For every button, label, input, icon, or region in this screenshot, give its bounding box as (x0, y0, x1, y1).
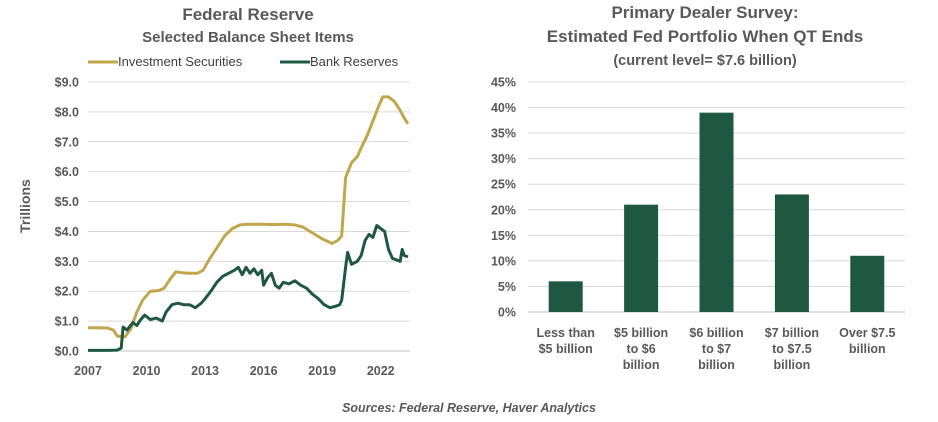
left-y-tick-label: $7.0 (55, 135, 79, 149)
left-chart-x-ticks: 2007 2010 2013 2016 2019 2022 (74, 364, 395, 378)
left-y-tick-label: $5.0 (55, 195, 79, 209)
right-x-tick-label: $5 billion to $6 billion (614, 326, 668, 372)
left-x-tick-label: 2013 (191, 364, 219, 378)
right-bar-chart: Primary Dealer Survey: Estimated Fed Por… (491, 3, 905, 372)
right-chart-title: Primary Dealer Survey: (611, 3, 798, 22)
left-x-tick-label: 2019 (308, 364, 336, 378)
left-chart-title: Federal Reserve (182, 5, 313, 24)
right-y-tick-label: 35% (491, 127, 516, 141)
right-chart-note: (current level= $7.6 billion) (613, 53, 796, 69)
right-y-tick-label: 25% (491, 178, 516, 192)
bar-5 (850, 255, 885, 312)
right-x-tick-label: $7 billion to $7.5 billion (765, 326, 819, 372)
source-note: Sources: Federal Reserve, Haver Analytic… (342, 401, 596, 415)
left-chart-gridlines (88, 81, 410, 352)
series-line-bank-reserves (88, 224, 409, 352)
left-y-tick-label: $8.0 (55, 105, 79, 119)
left-y-tick-label: $2.0 (55, 285, 79, 299)
left-y-tick-label: $9.0 (55, 76, 79, 90)
legend-label-investment-securities: Investment Securities (118, 54, 243, 69)
right-x-tick-label: Less than $5 billion (537, 326, 595, 356)
right-chart-x-ticks: Less than $5 billion $5 billion to $6 billio… (537, 326, 896, 372)
right-chart-y-ticks: 0% 5% 10% 15% 20% 25% 30% 35% 40% 45% (491, 76, 516, 320)
left-x-tick-label: 2022 (367, 364, 395, 378)
left-chart-y-axis-label: Trillions (17, 179, 33, 233)
left-chart-subtitle: Selected Balance Sheet Items (142, 29, 354, 46)
right-y-tick-label: 30% (491, 152, 516, 166)
right-chart-subtitle: Estimated Fed Portfolio When QT Ends (547, 27, 863, 46)
right-y-tick-label: 45% (491, 76, 516, 90)
bar-4 (774, 194, 809, 312)
left-line-chart: Federal Reserve Selected Balance Sheet I… (17, 5, 410, 378)
left-chart-series (88, 95, 410, 352)
right-y-tick-label: 0% (498, 306, 516, 320)
bar-2 (624, 204, 659, 312)
left-x-tick-label: 2010 (133, 364, 161, 378)
left-y-tick-label: $1.0 (55, 315, 79, 329)
right-x-tick-label: Over $7.5 billion (839, 326, 895, 356)
bar-3 (699, 112, 734, 313)
right-y-tick-label: 40% (491, 101, 516, 115)
right-y-tick-label: 10% (491, 254, 516, 268)
left-y-tick-label: $3.0 (55, 255, 79, 269)
right-chart-bars (548, 112, 885, 313)
right-x-tick-label: $6 billion to $7 billion (689, 326, 743, 372)
left-chart-legend: Investment Securities Bank Reserves (88, 54, 399, 69)
left-y-tick-label: $6.0 (55, 165, 79, 179)
left-y-tick-label: $0.0 (55, 345, 79, 359)
legend-label-bank-reserves: Bank Reserves (310, 54, 399, 69)
series-line-investment-securities (88, 95, 410, 339)
left-chart-y-ticks: $0.0 $1.0 $2.0 $3.0 $4.0 $5.0 $6.0 $7.0 $8.0 $9.0 (55, 76, 79, 359)
left-x-tick-label: 2016 (250, 364, 278, 378)
bar-1 (548, 281, 583, 312)
right-y-tick-label: 5% (498, 280, 516, 294)
left-x-tick-label: 2007 (74, 364, 102, 378)
left-y-tick-label: $4.0 (55, 225, 79, 239)
right-y-tick-label: 15% (491, 229, 516, 243)
right-y-tick-label: 20% (491, 203, 516, 217)
